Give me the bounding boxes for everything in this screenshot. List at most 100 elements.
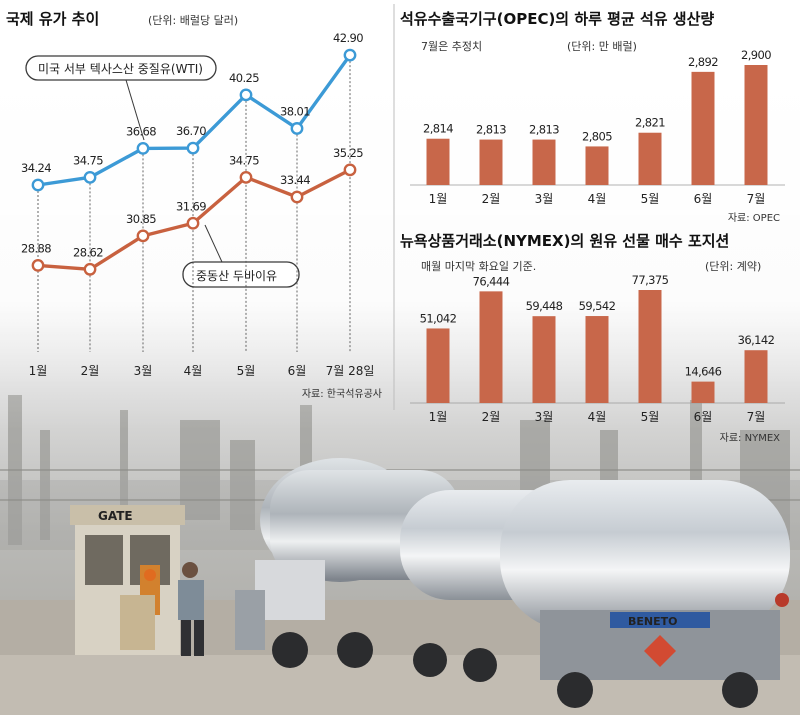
bar-x-tick: 1월	[429, 410, 448, 424]
bar-value-label: 2,892	[688, 55, 718, 69]
line-value-label: 35.25	[333, 146, 363, 160]
nymex-chart-note: 매월 마지막 화요일 기준.	[421, 259, 536, 273]
line-chart-x-tick: 3월	[134, 364, 153, 378]
line-chart-source: 자료: 한국석유공사	[302, 388, 382, 400]
bar	[479, 139, 503, 185]
bar-x-tick: 4월	[588, 410, 607, 424]
bar-value-label: 2,821	[635, 116, 665, 130]
line-chart-unit: (단위: 배럴당 달러)	[148, 14, 238, 27]
line-point	[136, 229, 150, 243]
bar-x-tick: 3월	[535, 410, 554, 424]
bar	[744, 65, 768, 185]
bar-x-tick: 2월	[482, 192, 501, 206]
bar	[532, 139, 556, 185]
line-point	[31, 258, 45, 272]
opec-chart-title: 석유수출국기구(OPEC)의 하루 평균 석유 생산량	[400, 10, 714, 28]
bar-x-tick: 3월	[535, 192, 554, 206]
line-chart-x-tick: 2월	[81, 364, 100, 378]
line-point	[83, 262, 97, 276]
bar	[426, 138, 450, 185]
bar-value-label: 76,444	[473, 274, 510, 288]
line-value-label: 28.88	[21, 241, 51, 255]
line-value-label: 36.70	[176, 124, 206, 138]
bar	[479, 291, 503, 403]
line-value-label: 40.25	[229, 71, 259, 85]
bar-x-tick: 5월	[641, 410, 660, 424]
line-value-label: 36.68	[126, 124, 156, 138]
bar	[532, 316, 556, 403]
nymex-chart-unit: (단위: 계약)	[705, 259, 761, 273]
line-value-label: 42.90	[333, 31, 363, 45]
dubai-callout-box	[182, 261, 300, 288]
bar	[691, 381, 715, 403]
line-value-label: 30.85	[126, 212, 156, 226]
bar-x-tick: 6월	[694, 410, 713, 424]
bar-x-tick: 1월	[429, 192, 448, 206]
bar	[638, 132, 662, 185]
line-chart-x-tick: 1월	[29, 364, 48, 378]
line-point	[239, 170, 253, 184]
nymex-bar-chart: 뉴욕상품거래소(NYMEX)의 원유 선물 매수 포지션 매월 마지막 화요일 …	[400, 232, 785, 444]
bar-value-label: 2,814	[423, 122, 453, 136]
bar	[426, 328, 450, 403]
line-point	[186, 216, 200, 230]
bar-value-label: 59,542	[579, 299, 616, 313]
wti-callout-leader	[125, 79, 145, 141]
bar	[744, 350, 768, 403]
line-point	[83, 170, 97, 184]
line-chart-x-tick: 5월	[237, 364, 256, 378]
dubai-callout-leader	[204, 224, 223, 263]
bar-value-label: 2,813	[476, 123, 506, 137]
line-value-label: 34.75	[73, 153, 103, 167]
bar-value-label: 2,805	[582, 129, 612, 143]
bar-value-label: 14,646	[685, 365, 722, 379]
truck-brand-label: BENETO	[628, 615, 677, 628]
bar	[585, 146, 609, 185]
bar-value-label: 77,375	[632, 273, 669, 287]
line-value-label: 33.44	[280, 173, 310, 187]
line-chart-x-tick: 7월 28일	[326, 364, 375, 378]
line-chart-title: 국제 유가 추이	[6, 10, 99, 28]
line-value-label: 34.24	[21, 161, 51, 175]
gate-sign: GATE	[98, 509, 133, 523]
line-point	[186, 141, 200, 155]
bar	[638, 290, 662, 403]
line-value-label: 28.62	[73, 245, 103, 259]
line-point	[343, 48, 357, 62]
nymex-chart-title: 뉴욕상품거래소(NYMEX)의 원유 선물 매수 포지션	[400, 232, 729, 250]
bar-value-label: 2,900	[741, 48, 771, 62]
opec-chart-source: 자료: OPEC	[728, 212, 780, 224]
bar-x-tick: 7월	[747, 192, 766, 206]
line-value-label: 31.69	[176, 199, 206, 213]
line-value-label: 38.01	[280, 104, 310, 118]
bar-value-label: 51,042	[420, 311, 457, 325]
nymex-chart-source: 자료: NYMEX	[720, 432, 780, 444]
line-point	[343, 163, 357, 177]
bar-x-tick: 6월	[694, 192, 713, 206]
line-chart-x-tick: 6월	[288, 364, 307, 378]
bar-x-tick: 4월	[588, 192, 607, 206]
opec-chart-note: 7월은 추정치	[421, 40, 482, 53]
line-point	[136, 141, 150, 155]
line-chart-x-tick: 4월	[184, 364, 203, 378]
bar	[691, 71, 715, 185]
line-value-label: 34.75	[229, 153, 259, 167]
line-point	[31, 178, 45, 192]
opec-chart-unit: (단위: 만 배럴)	[567, 40, 637, 53]
bar	[585, 316, 609, 403]
wti-callout-box	[25, 55, 217, 81]
bar-x-tick: 7월	[747, 410, 766, 424]
oil-price-line-chart: 국제 유가 추이 (단위: 배럴당 달러) 미국 서부 텍사스산 중질유(WTI…	[6, 10, 382, 400]
bar-value-label: 2,813	[529, 123, 559, 137]
bar-x-tick: 2월	[482, 410, 501, 424]
line-point	[290, 122, 304, 135]
wti-series-label: 미국 서부 텍사스산 중질유(WTI)	[38, 62, 203, 76]
line-point	[290, 190, 304, 204]
bar-value-label: 36,142	[738, 333, 775, 347]
opec-bar-chart: 석유수출국기구(OPEC)의 하루 평균 석유 생산량 7월은 추정치 (단위:…	[400, 10, 785, 224]
line-point	[239, 88, 253, 102]
dubai-series-label: 중동산 두바이유	[196, 269, 277, 283]
bar-value-label: 59,448	[526, 299, 563, 313]
